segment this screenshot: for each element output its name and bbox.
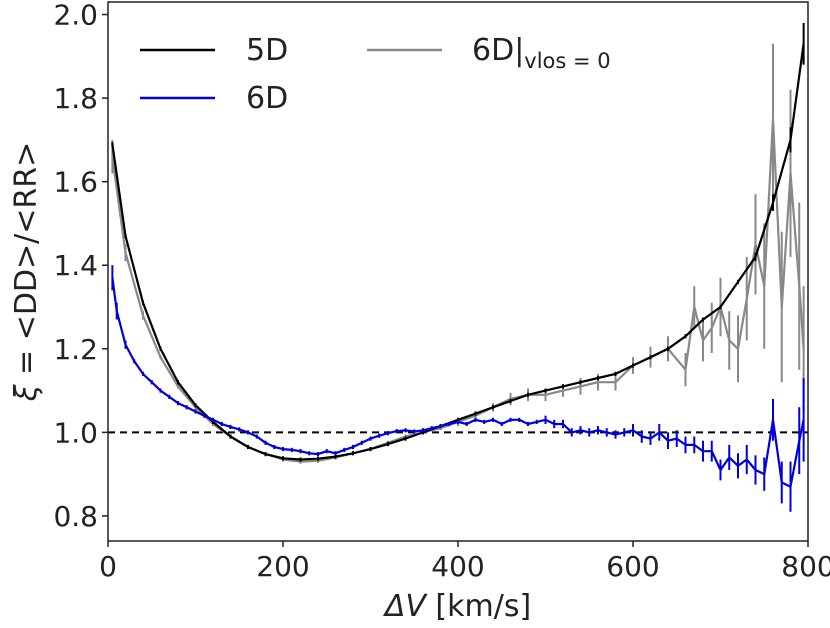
x-axis-label: ΔV [km/s] bbox=[383, 589, 531, 624]
x-axis-unit: [km/s] bbox=[426, 589, 531, 624]
y-axis-label: ξ = <DD>/<RR> bbox=[9, 142, 44, 403]
y-tick-label: 1.4 bbox=[53, 249, 98, 282]
y-axis-symbol: ξ bbox=[9, 384, 44, 402]
x-axis-symbol: ΔV bbox=[383, 589, 429, 624]
y-axis-text: = <DD>/<RR> bbox=[9, 142, 44, 385]
y-tick-label: 2.0 bbox=[53, 0, 98, 32]
y-tick-label: 1.8 bbox=[53, 82, 98, 115]
legend-label-6d-vlos0: 6D|vlos = 0 bbox=[472, 33, 611, 73]
x-tick-label: 0 bbox=[99, 550, 117, 583]
series-line-6d-vlos-0 bbox=[111, 117, 805, 463]
x-tick-label: 400 bbox=[431, 550, 484, 583]
legend-label-6d: 6D bbox=[246, 81, 288, 116]
y-tick-label: 1.0 bbox=[53, 416, 98, 449]
y-tick-label: 0.8 bbox=[53, 500, 98, 533]
x-tick-label: 600 bbox=[606, 550, 659, 583]
legend: 5D 6D 6D|vlos = 0 bbox=[140, 33, 611, 116]
series-6d bbox=[111, 265, 805, 512]
series-line-6d bbox=[111, 277, 805, 488]
x-tick-label: 800 bbox=[781, 550, 830, 583]
plot-area bbox=[111, 22, 805, 512]
y-tick-label: 1.2 bbox=[53, 333, 98, 366]
series-5d bbox=[111, 22, 805, 462]
y-tick-label: 1.6 bbox=[53, 166, 98, 199]
series-6d-vlos-0 bbox=[111, 43, 805, 464]
x-tick-label: 200 bbox=[256, 550, 309, 583]
legend-label-6d-vlos0-sub: vlos = 0 bbox=[524, 49, 610, 73]
series-line-5d bbox=[111, 43, 805, 461]
legend-label-6d-vlos0-main: 6D| bbox=[472, 33, 524, 68]
legend-label-5d: 5D bbox=[246, 33, 288, 68]
